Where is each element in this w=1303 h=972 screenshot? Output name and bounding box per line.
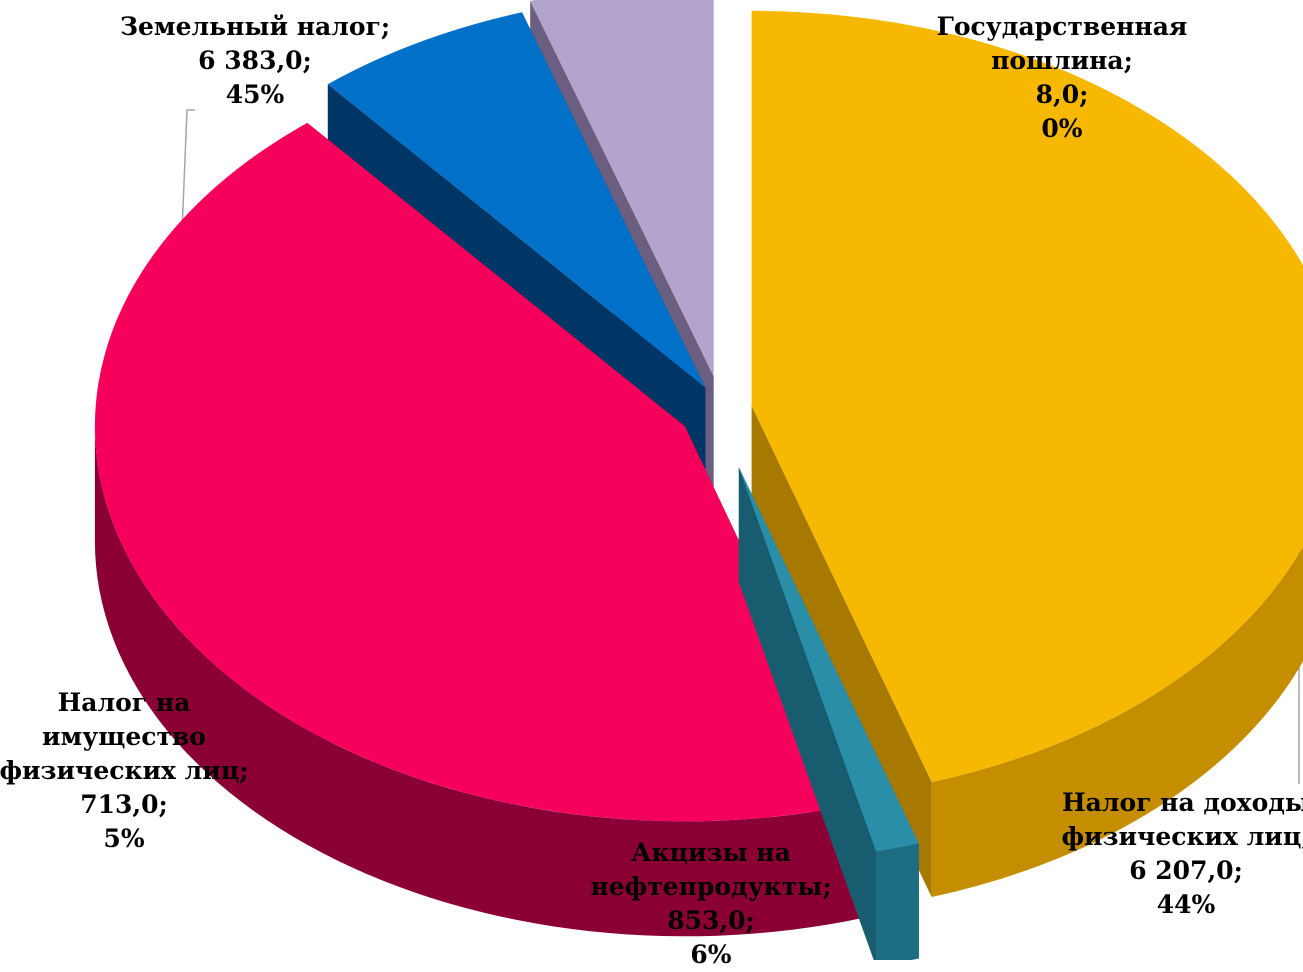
pie-slice-wall-0-1 <box>751 405 932 897</box>
slice-label-4: Налог на имущество физических лиц; 713,0; 5% <box>0 686 249 856</box>
slice-value: 6 383,0; <box>198 46 312 75</box>
slice-label-text: Налог на доходы <box>1062 788 1303 817</box>
slice-value: 853,0; <box>667 906 755 935</box>
slice-percent: 6% <box>690 940 732 969</box>
pie-slice-top-1 <box>738 467 919 852</box>
pie-slice-wall-1-1 <box>738 467 877 960</box>
slice-value: 713,0; <box>80 790 168 819</box>
pie-slice-top-4 <box>530 0 714 377</box>
leader-line-0 <box>181 109 195 233</box>
slice-label-0: Земельный налог; 6 383,0; 45% <box>120 10 390 112</box>
slice-percent: 44% <box>1156 890 1216 919</box>
pie-slice-rim-1 <box>876 843 919 960</box>
pie-slice-rim-0 <box>931 546 1303 897</box>
pie-slice-top-3 <box>327 12 706 388</box>
slice-label-text: Налог на <box>57 688 191 717</box>
slice-label-3: Акцизы на нефтепродукты; 853,0; 6% <box>590 836 831 972</box>
slice-percent: 45% <box>225 80 285 109</box>
slice-percent: 5% <box>103 824 145 853</box>
pie-slice-0 <box>751 10 1303 897</box>
slice-label-text: Акцизы на <box>631 838 791 867</box>
slice-label-text: физических лиц; <box>0 756 249 785</box>
slice-label-text: нефтепродукты; <box>590 872 832 901</box>
slice-percent: 0% <box>1041 114 1083 143</box>
slice-value: 8,0; <box>1035 80 1089 109</box>
slice-label-2: Налог на доходы физических лиц; 6 207,0; 44… <box>1061 786 1303 922</box>
slice-value: 6 207,0; <box>1129 856 1243 885</box>
pie-slice-top-2 <box>94 122 863 822</box>
slice-label-text: физических лиц; <box>1061 822 1303 851</box>
slice-label-text: имущество <box>42 722 206 751</box>
pie-slice-1 <box>738 467 919 960</box>
slice-label-1: Государственная пошлина; 8,0; 0% <box>937 10 1188 146</box>
pie-slices <box>94 0 1303 960</box>
pie-slice-top-0 <box>751 10 1303 782</box>
pie-slice-rim-2 <box>94 426 863 937</box>
slice-label-text: Земельный налог; <box>119 12 391 41</box>
slice-label-text: Государственная <box>936 12 1188 41</box>
slice-label-text: пошлина; <box>991 46 1133 75</box>
